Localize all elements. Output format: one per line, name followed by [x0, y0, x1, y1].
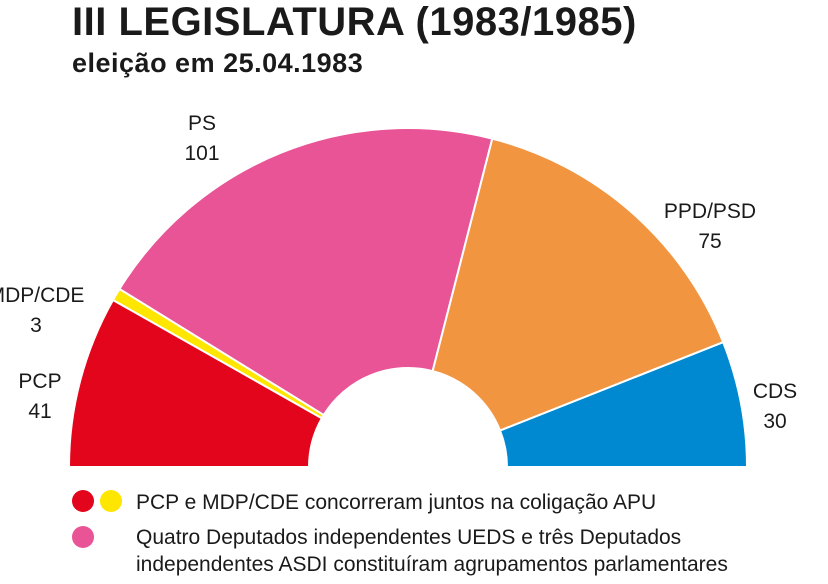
mdp-cde-name-label: MDP/CDE — [0, 284, 84, 307]
ps-seats-label: 101 — [184, 142, 219, 165]
note-independents-line-1: Quatro Deputados independentes UEDS e tr… — [136, 526, 682, 549]
cds-slice — [498, 340, 749, 468]
cds-name-label: CDS — [753, 380, 797, 403]
pcp-slice — [67, 298, 324, 468]
chart-labels: PCP 41 MDP/CDE 3 PS 101 PPD/PSD 75 CDS 30 — [0, 112, 797, 433]
chart-title: III LEGISLATURA (1983/1985) — [72, 0, 637, 44]
note-independents-line-2: independentes ASDI constituíram agrupame… — [136, 553, 728, 576]
ppd-psd-slice — [431, 137, 725, 432]
ppd-psd-name-label: PPD/PSD — [664, 200, 756, 223]
note-apu-coalition: PCP e MDP/CDE concorreram juntos na coli… — [136, 491, 657, 514]
chart-slices — [67, 127, 749, 468]
pcp-name-label: PCP — [18, 370, 61, 393]
ps-name-label: PS — [188, 112, 216, 135]
cds-seats-label: 30 — [763, 410, 786, 433]
ps-legend-dot — [72, 526, 94, 548]
mdp-cde-legend-dot — [100, 490, 122, 512]
ps-slice — [118, 127, 494, 417]
ppd-psd-seats-label: 75 — [698, 230, 721, 253]
chart-subtitle: eleição em 25.04.1983 — [72, 48, 364, 78]
pcp-legend-dot — [72, 490, 94, 512]
pcp-seats-label: 41 — [28, 400, 51, 423]
mdp-cde-seats-label: 3 — [30, 314, 42, 337]
